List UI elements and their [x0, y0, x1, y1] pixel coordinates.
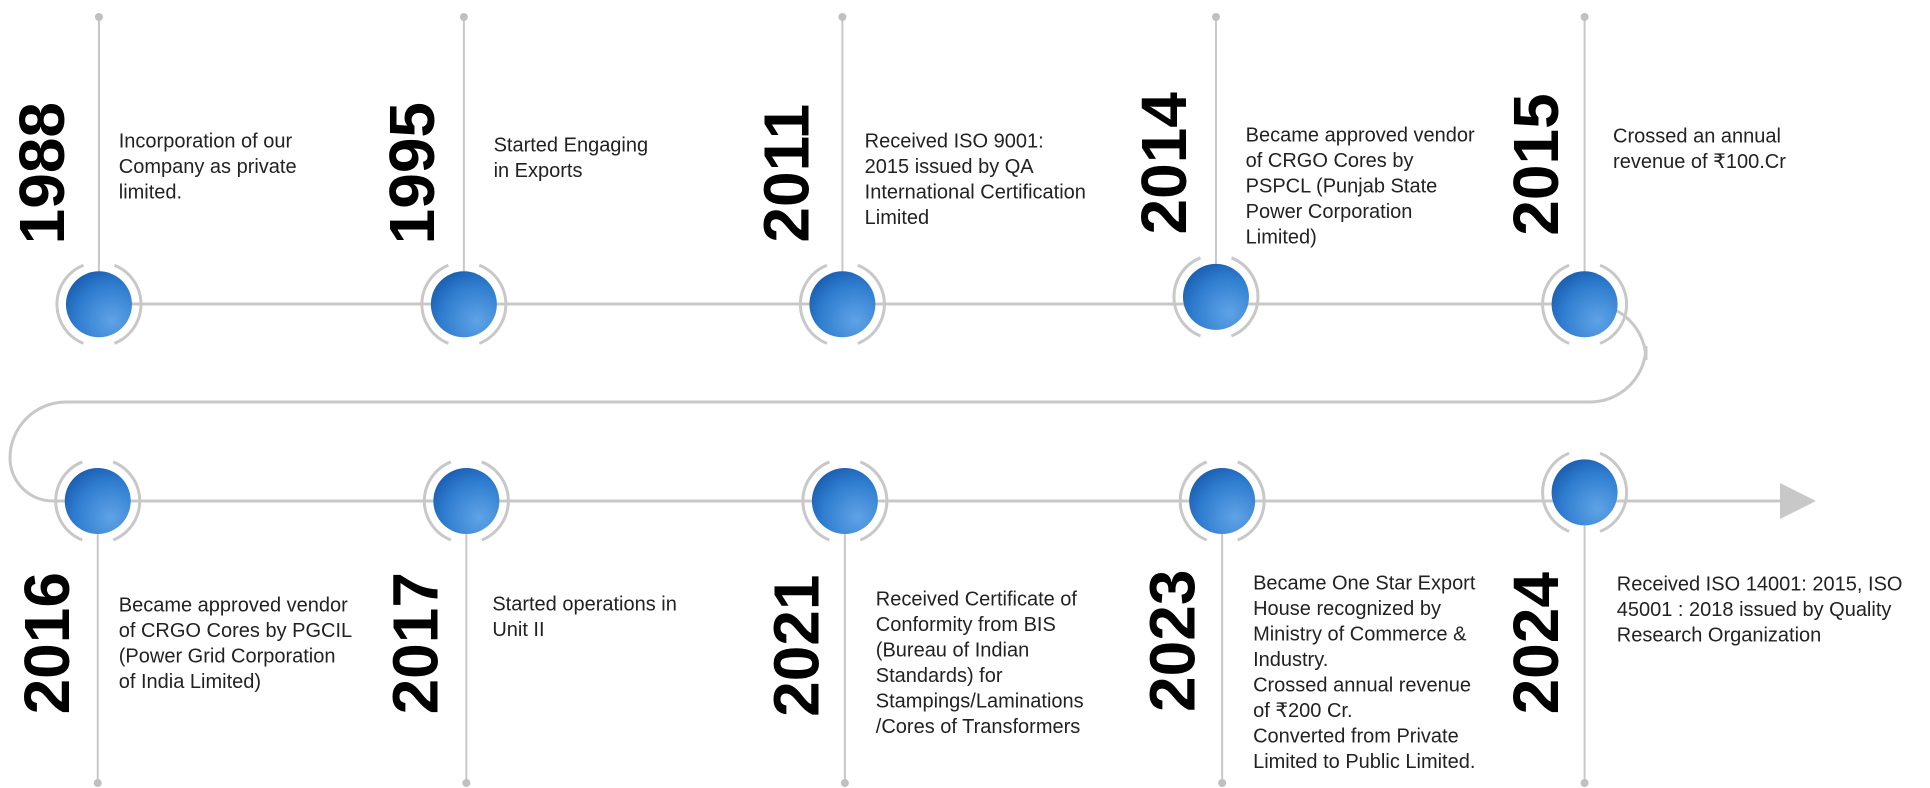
description-line: Converted from Private [1253, 725, 1459, 747]
ring [55, 263, 85, 345]
description-line: Company as private [119, 156, 297, 178]
description-line: Started Engaging [494, 134, 649, 156]
ring [857, 263, 886, 345]
description-line: House recognized by [1253, 598, 1441, 620]
ring [422, 460, 452, 542]
description-line: Power Corporation [1246, 201, 1413, 223]
ring [420, 263, 449, 345]
description-line: Received Certificate of [876, 588, 1078, 610]
ring [801, 460, 830, 542]
milestone-circle [1189, 467, 1256, 534]
dot [459, 13, 468, 21]
ring [113, 263, 143, 345]
description-line: Crossed annual revenue [1253, 674, 1471, 696]
year: 2011 [751, 104, 823, 243]
ring [481, 460, 510, 542]
dot [1218, 779, 1227, 787]
description-line: in Exports [494, 160, 583, 182]
ring [1237, 460, 1266, 542]
description-line: Research Organization [1617, 624, 1822, 646]
milestone-circle [1551, 271, 1618, 338]
description-line: (Power Grid Corporation [119, 646, 336, 668]
description-line: Unit II [492, 619, 544, 641]
ring [1599, 451, 1629, 533]
year: 1995 [376, 102, 448, 244]
milestone-circle [1182, 263, 1249, 330]
description-line: Ministry of Commerce & [1253, 623, 1467, 645]
milestone-circle [1551, 459, 1618, 526]
ring [859, 460, 889, 542]
description-line: Became One Star Export [1253, 572, 1476, 594]
description-line: of India Limited) [119, 671, 261, 693]
description-line: Stampings/Laminations [876, 690, 1084, 712]
year: 2014 [1128, 92, 1200, 235]
description-line: Became approved vendor [119, 595, 348, 617]
description-line: Received ISO 14001: 2015, ISO [1617, 573, 1903, 595]
description-line: of CRGO Cores by [1246, 150, 1414, 172]
description-line: Limited to Public Limited. [1253, 751, 1475, 773]
description-line: 45001 : 2018 issued by Quality [1617, 599, 1892, 621]
ring [1541, 263, 1570, 345]
ring [1230, 256, 1260, 338]
ring [1599, 263, 1629, 345]
milestone-circle [65, 271, 132, 338]
year: 2021 [760, 575, 832, 717]
ring [112, 460, 142, 542]
ring [798, 263, 828, 345]
year: 2016 [11, 572, 83, 714]
description-line: (Bureau of Indian [876, 639, 1029, 661]
milestone-circle [430, 271, 497, 338]
milestone-circle [64, 467, 131, 534]
description-line: of ₹200 Cr. [1253, 700, 1352, 722]
dot [1580, 779, 1589, 787]
ring [1178, 460, 1208, 542]
dot [462, 779, 471, 787]
dot [840, 779, 849, 787]
milestone-circle [809, 271, 876, 338]
ring [54, 460, 83, 542]
description-line: Industry. [1253, 649, 1328, 671]
description-line: Limited) [1246, 226, 1317, 248]
year: 2023 [1137, 570, 1209, 712]
description-line: Started operations in [492, 593, 677, 615]
description-line: revenue of ₹100.Cr [1613, 151, 1786, 173]
description-line: Standards) for [876, 665, 1003, 687]
year: 2024 [1500, 572, 1572, 715]
description-line: /Cores of Transformers [876, 716, 1081, 738]
description-line: International Certification [865, 182, 1086, 204]
dot [93, 779, 102, 787]
description-line: of CRGO Cores by PGCIL [119, 620, 352, 642]
description-line: Conformity from BIS [876, 614, 1056, 636]
description-line: Became approved vendor [1246, 124, 1475, 146]
dot [1580, 13, 1589, 21]
milestone-circle [811, 467, 878, 534]
milestone-circle [433, 467, 500, 534]
year: 2017 [379, 572, 451, 714]
ring [1172, 256, 1202, 338]
description-line: Crossed an annual [1613, 126, 1781, 148]
ring [1541, 451, 1570, 533]
dot [94, 13, 103, 21]
ring [478, 263, 508, 345]
dot [1211, 13, 1220, 21]
dot [838, 13, 847, 21]
description-line: Incorporation of our [119, 131, 293, 153]
description-line: limited. [119, 182, 182, 204]
year: 2015 [1500, 93, 1572, 235]
timeline-path [8, 302, 1816, 519]
year: 1988 [6, 102, 78, 244]
description-line: PSPCL (Punjab State [1246, 175, 1438, 197]
description-line: Received ISO 9001: [865, 131, 1044, 153]
description-line: Limited [865, 207, 929, 229]
description-line: 2015 issued by QA [865, 156, 1035, 178]
